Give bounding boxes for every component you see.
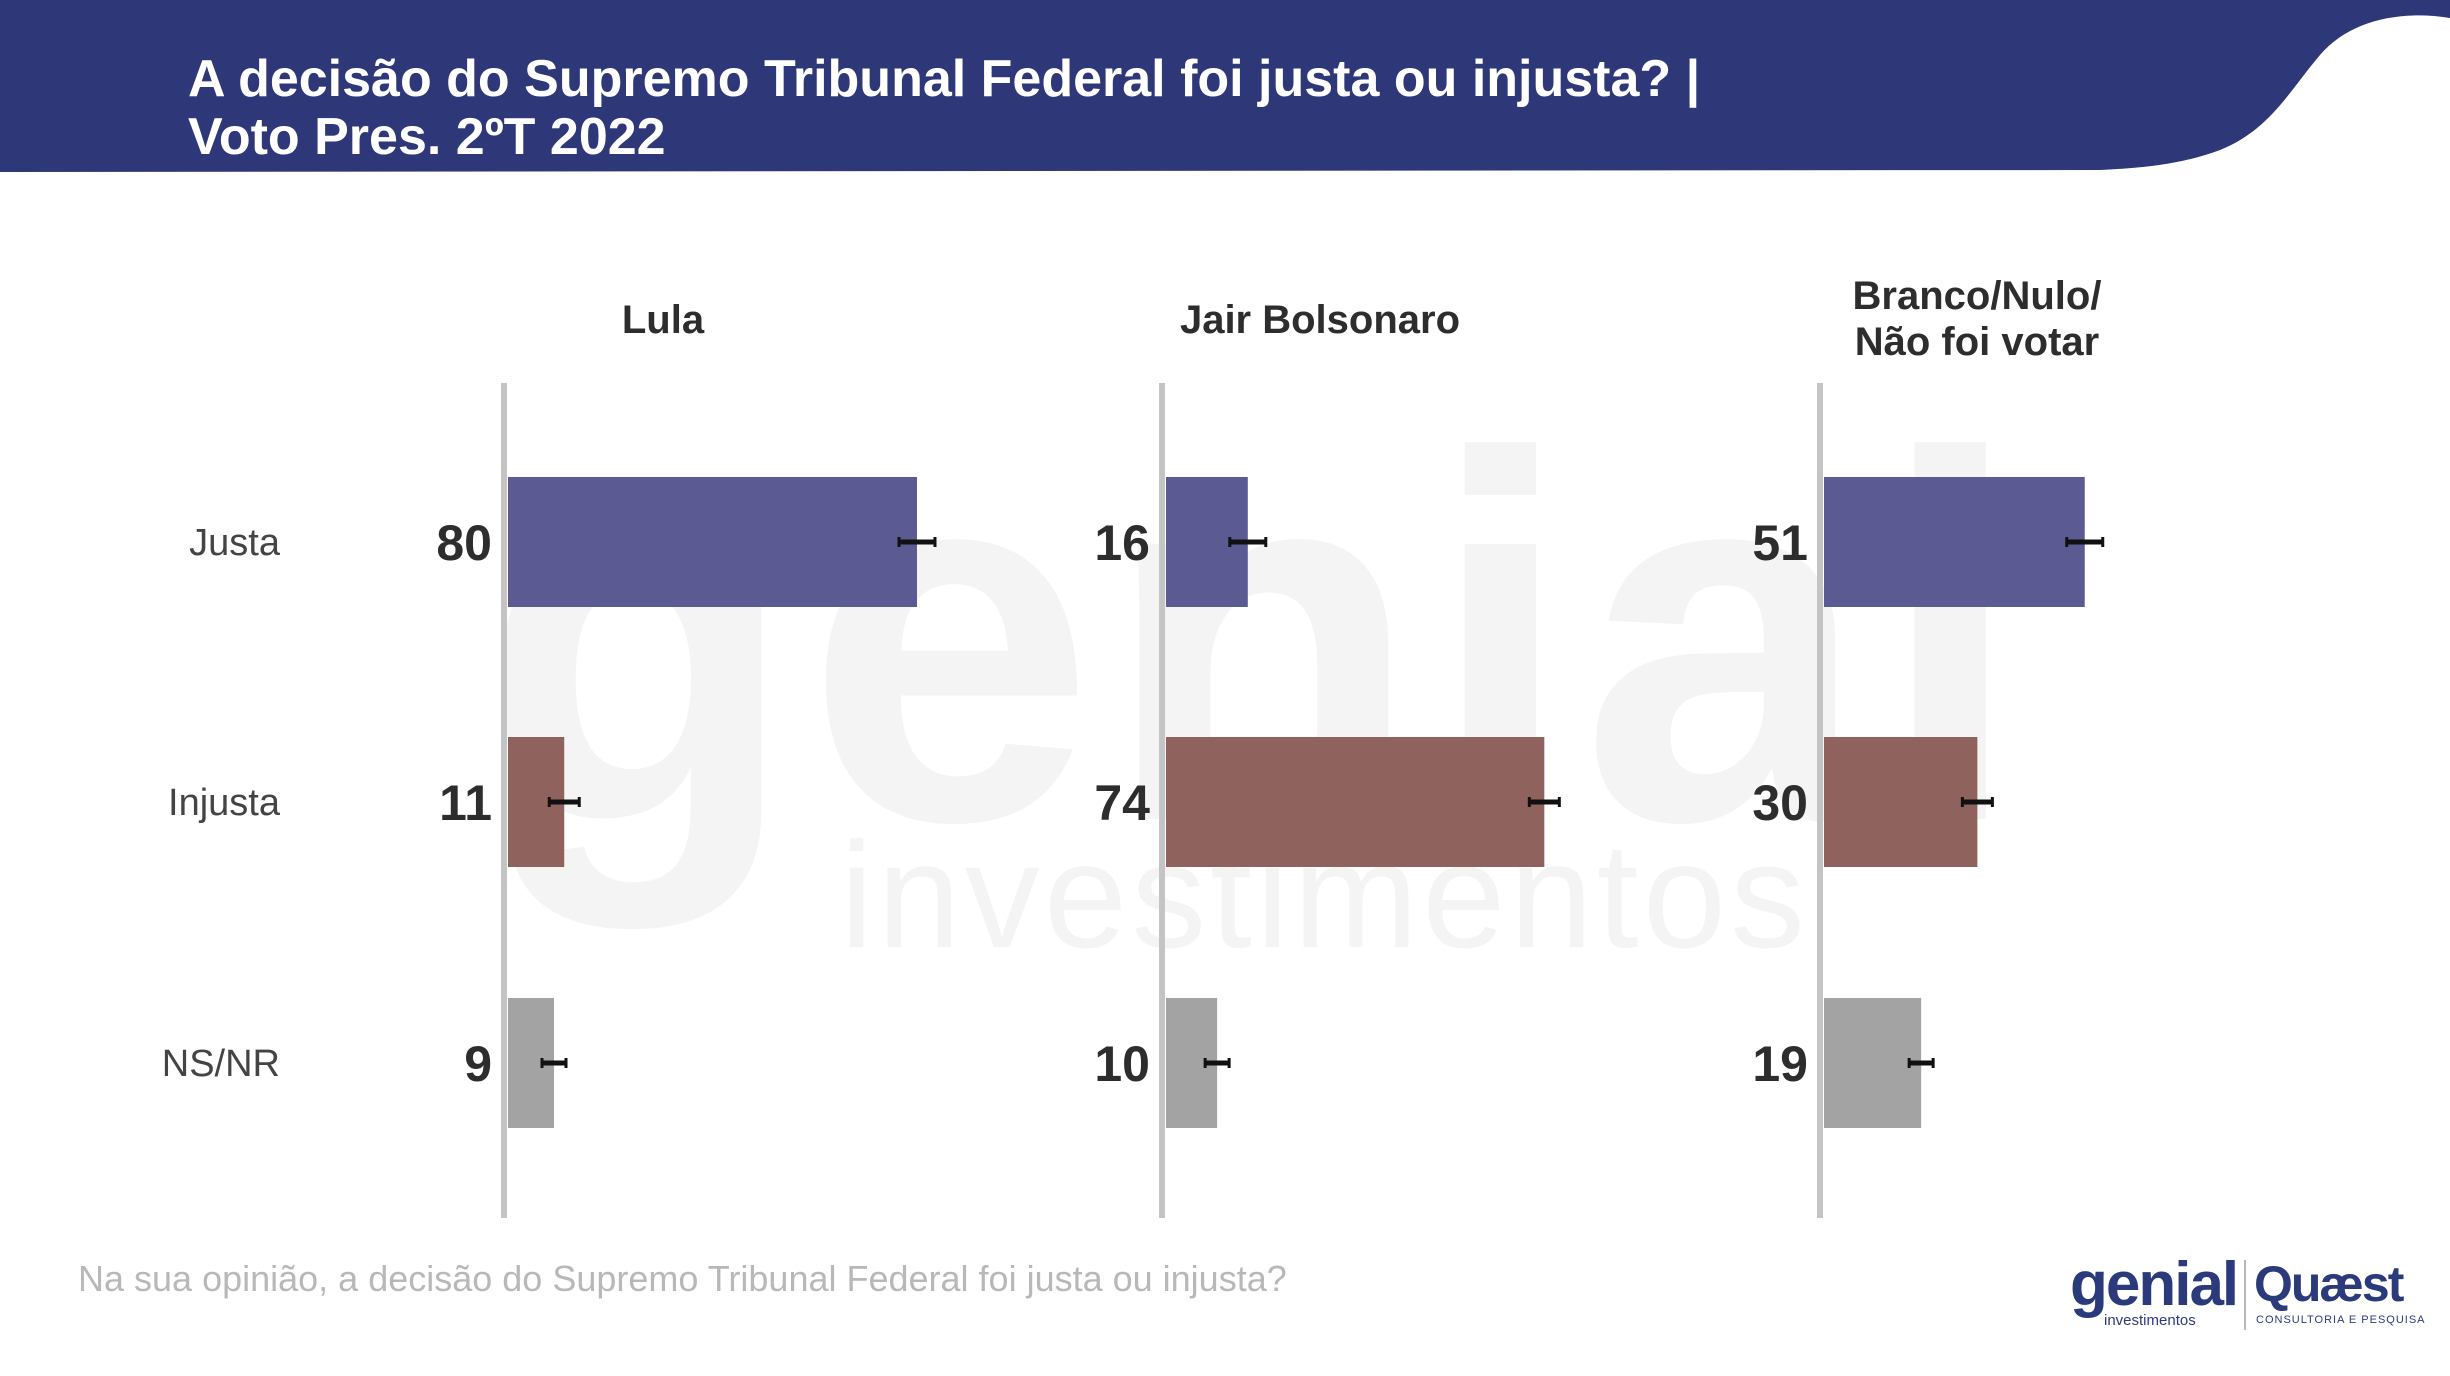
category-label-nsnr: NS/NR (162, 1043, 280, 1085)
genial-logo: genial (2070, 1250, 2239, 1319)
value-label-1-2: 11 (439, 775, 492, 831)
value-label-3-2: 30 (1752, 775, 1808, 831)
bar-2-2 (1166, 737, 1545, 867)
title-line-2: Voto Pres. 2ºT 2022 (188, 108, 666, 166)
value-label-1-1: 80 (436, 515, 492, 571)
quaest-logo-sub: CONSULTORIA E PESQUISA (2256, 1314, 2426, 1326)
value-label-2-1: 16 (1094, 515, 1150, 571)
title-line-1: A decisão do Supremo Tribunal Federal fo… (188, 50, 1701, 108)
value-label-2-2: 74 (1094, 775, 1150, 831)
genial-logo-sub: investimentos (2104, 1312, 2196, 1329)
bar-3-2 (1824, 737, 1978, 867)
bar-1-1 (508, 477, 917, 607)
value-label-3-1: 51 (1752, 515, 1808, 571)
panel-title-1-line-1: Lula (622, 298, 705, 342)
header-band (0, 0, 2450, 172)
logos: genial investimentos Quæst CONSULTORIA E… (2060, 1248, 2430, 1348)
panel-title-3-line-2: Não foi votar (1855, 320, 2099, 364)
category-label-justa: Justa (189, 522, 281, 564)
logo-divider (2244, 1260, 2246, 1330)
bar-3-1 (1824, 477, 2085, 607)
value-label-3-3: 19 (1752, 1036, 1808, 1092)
header-shape (0, 0, 2450, 172)
quaest-logo: Quæst (2254, 1256, 2404, 1312)
page-title: A decisão do Supremo Tribunal Federal fo… (188, 50, 1788, 166)
value-label-1-3: 9 (464, 1036, 492, 1092)
value-label-2-3: 10 (1094, 1036, 1150, 1092)
panel-title-3-line-1: Branco/Nulo/ (1853, 274, 2102, 318)
panel-title-2-line-1: Jair Bolsonaro (1180, 298, 1460, 342)
survey-question: Na sua opinião, a decisão do Supremo Tri… (78, 1258, 1287, 1299)
bar-3-3 (1824, 998, 1922, 1128)
category-label-injusta: Injusta (168, 782, 281, 824)
